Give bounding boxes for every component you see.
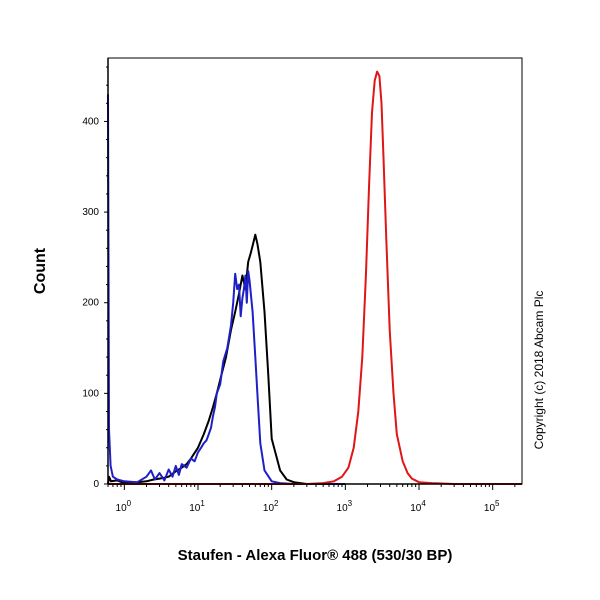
y-tick-label: 100 [82, 388, 99, 399]
y-tick-label: 0 [93, 479, 99, 490]
y-tick-label: 400 [82, 116, 99, 127]
x-axis-ticks: 100 101 102 103 104 105 [107, 484, 516, 514]
y-tick-label: 300 [82, 207, 99, 218]
series-line-3 [108, 70, 522, 485]
x-tick-label: 104 [410, 499, 426, 514]
series-line-2 [107, 94, 346, 485]
y-axis-ticks: 0 100 200 300 400 [82, 66, 108, 490]
x-tick-label: 105 [484, 499, 500, 514]
y-tick-label: 200 [82, 298, 99, 309]
x-axis-title: Staufen - Alexa Fluor® 488 (530/30 BP) [178, 547, 453, 564]
copyright-text: Copyright (c) 2018 Abcam Plc [532, 291, 546, 450]
y-axis-title: Count [32, 247, 49, 294]
x-tick-label: 101 [189, 499, 205, 514]
x-tick-label: 100 [116, 499, 132, 514]
x-tick-label: 103 [337, 499, 353, 514]
x-tick-label: 102 [263, 499, 279, 514]
series-layer [107, 70, 522, 485]
